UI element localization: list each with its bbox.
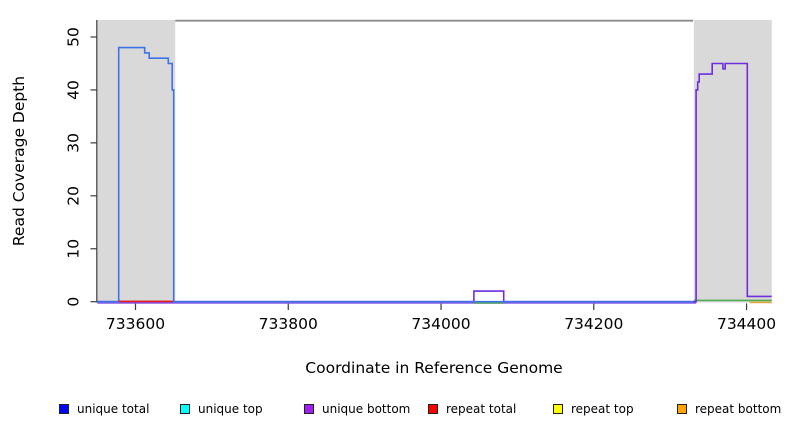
legend-swatch-repeat-total bbox=[428, 404, 438, 414]
legend-label: repeat total bbox=[446, 402, 517, 416]
legend-label: unique top bbox=[198, 402, 263, 416]
unique-total-coverage-line bbox=[97, 46, 694, 303]
y-axis-label: Read Coverage Depth bbox=[10, 75, 28, 247]
legend-item-unique-total: unique total bbox=[59, 402, 149, 416]
legend-item-unique-bottom: unique bottom bbox=[304, 402, 410, 416]
legend-label: repeat top bbox=[571, 402, 634, 416]
y-tick-label: 40 bbox=[65, 80, 83, 100]
y-tick-label: 0 bbox=[65, 297, 83, 307]
y-tick-label: 30 bbox=[65, 133, 83, 153]
legend-item-unique-top: unique top bbox=[180, 402, 263, 416]
x-tick-label: 734200 bbox=[564, 315, 623, 333]
legend-item-repeat-bottom: repeat bottom bbox=[677, 402, 781, 416]
y-tick-label: 10 bbox=[65, 239, 83, 259]
legend: unique total unique top unique bottom repea… bbox=[0, 400, 792, 420]
legend-swatch-unique-top bbox=[180, 404, 190, 414]
x-axis-label: Coordinate in Reference Genome bbox=[305, 359, 563, 377]
legend-label: repeat bottom bbox=[695, 402, 782, 416]
legend-label: unique bottom bbox=[322, 402, 411, 416]
x-tick-label: 733600 bbox=[106, 315, 165, 333]
legend-swatch-unique-bottom bbox=[304, 404, 314, 414]
legend-label: unique total bbox=[77, 402, 150, 416]
legend-item-repeat-top: repeat top bbox=[553, 402, 634, 416]
y-tick-label: 50 bbox=[65, 27, 83, 47]
x-tick-label: 734000 bbox=[411, 315, 470, 333]
x-tick-label: 734400 bbox=[717, 315, 776, 333]
legend-swatch-unique-total bbox=[59, 404, 69, 414]
y-tick-label: 20 bbox=[65, 186, 83, 206]
unique-bottom-coverage-line bbox=[97, 62, 772, 303]
left-shaded-region bbox=[97, 20, 176, 303]
legend-swatch-repeat-top bbox=[553, 404, 563, 414]
x-tick-label: 733800 bbox=[259, 315, 318, 333]
right-shaded-region bbox=[693, 20, 772, 303]
legend-swatch-repeat-bottom bbox=[677, 404, 687, 414]
legend-item-repeat-total: repeat total bbox=[428, 402, 516, 416]
